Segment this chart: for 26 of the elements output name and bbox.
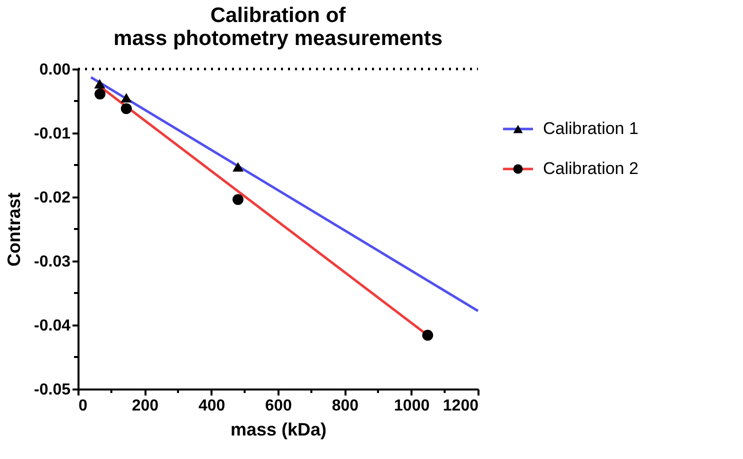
point [120,103,132,114]
y-tick-label: 0.00 [39,62,71,78]
legend-label: Calibration 2 [543,159,638,178]
y-tick-label: -0.02 [34,190,71,206]
y-tick-label: -0.01 [34,126,71,142]
x-tick-label: 200 [132,398,159,414]
x-tick-label: 600 [265,398,292,414]
y-tick-label: -0.04 [34,318,71,334]
point [94,88,106,100]
point [120,93,132,103]
y-axis-title: Contrast [4,192,24,267]
legend-label: Calibration 1 [543,119,638,138]
x-tick-label: 800 [332,398,359,414]
x-tick-label: 0 [78,398,88,414]
text: mass photometry measurements [113,27,443,50]
point [232,162,244,172]
x-tick-label: 1200 [442,398,479,414]
point [232,194,244,206]
y-tick-label: -0.03 [34,254,71,270]
x-tick-label: 400 [198,398,226,414]
y-tick-label: -0.05 [34,382,71,398]
x-axis-title: mass (kDa) [230,420,327,440]
point [422,330,434,341]
text: Calibration of [210,4,346,27]
x-tick-label: 1000 [394,398,430,414]
point [94,78,106,88]
